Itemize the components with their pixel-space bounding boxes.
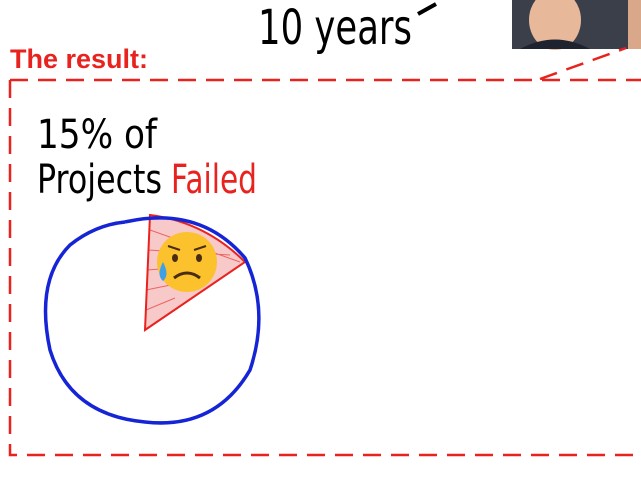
sad-emoji xyxy=(157,232,217,292)
headline-line2: Projects Failed xyxy=(37,157,257,203)
photo xyxy=(512,0,641,50)
title: 10 years xyxy=(258,0,412,56)
failed-text: Failed xyxy=(171,157,257,203)
pie-sketch xyxy=(43,213,261,425)
headline-line1: 15% of xyxy=(37,112,158,158)
dashed-frame xyxy=(8,46,641,457)
projects-text: Projects xyxy=(37,157,162,203)
arrow-stroke xyxy=(417,2,437,16)
result-label: The result: xyxy=(10,44,148,74)
